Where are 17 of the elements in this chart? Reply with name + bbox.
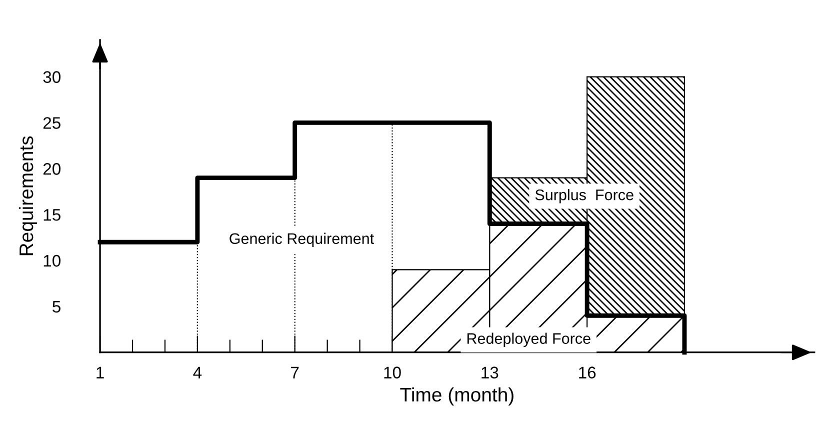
- annotation: Generic Requirement: [230, 232, 374, 248]
- x-tick-label: 10: [384, 366, 401, 378]
- x-tick-label: 4: [193, 366, 202, 378]
- x-tick-label: 16: [579, 366, 596, 378]
- y-tick-label: 30: [43, 71, 60, 83]
- y-tick-label: 10: [44, 254, 60, 267]
- x-tick-label: 1: [96, 366, 104, 378]
- y-tick-label: 25: [43, 117, 60, 129]
- y-tick-label: 5: [52, 300, 60, 313]
- annotation: Surplus Force: [535, 189, 634, 204]
- x-tick-label: 7: [291, 366, 299, 378]
- y-axis-title: Requirements: [18, 136, 38, 256]
- x-tick-label: 13: [482, 366, 498, 378]
- annotation: Redeployed Force: [467, 332, 590, 347]
- y-tick-label: 15: [44, 209, 60, 221]
- x-axis-title: Time (month): [400, 387, 514, 406]
- y-tick-label: 20: [43, 163, 60, 175]
